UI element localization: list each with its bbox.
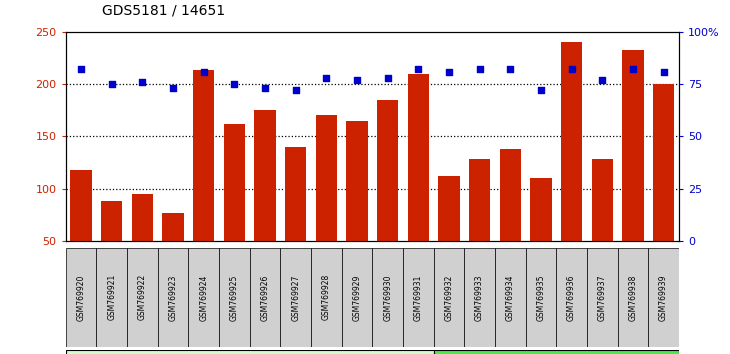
Point	[596, 77, 608, 83]
Point	[228, 81, 240, 87]
Point	[504, 67, 516, 72]
Bar	[499, 149, 521, 293]
FancyBboxPatch shape	[311, 248, 342, 347]
Point	[627, 67, 639, 72]
FancyBboxPatch shape	[280, 248, 311, 347]
Bar	[346, 121, 368, 293]
Point	[167, 85, 179, 91]
FancyBboxPatch shape	[556, 248, 587, 347]
Bar	[530, 178, 552, 293]
FancyBboxPatch shape	[250, 248, 280, 347]
Point	[535, 87, 547, 93]
Text: GDS5181 / 14651: GDS5181 / 14651	[102, 4, 226, 18]
Text: GSM769937: GSM769937	[598, 274, 607, 321]
Text: GSM769924: GSM769924	[199, 274, 208, 321]
Point	[290, 87, 301, 93]
Bar	[162, 212, 184, 293]
Point	[566, 67, 577, 72]
Text: GSM769926: GSM769926	[261, 274, 269, 321]
Bar	[561, 42, 583, 293]
FancyBboxPatch shape	[403, 248, 434, 347]
FancyBboxPatch shape	[526, 248, 556, 347]
FancyBboxPatch shape	[342, 248, 372, 347]
Text: GSM769922: GSM769922	[138, 274, 147, 320]
Point	[198, 69, 210, 74]
Bar	[66, 350, 434, 354]
FancyBboxPatch shape	[372, 248, 403, 347]
Point	[351, 77, 363, 83]
Text: GSM769939: GSM769939	[659, 274, 668, 321]
Point	[382, 75, 393, 81]
Bar	[377, 100, 399, 293]
Bar	[193, 70, 215, 293]
Bar	[285, 147, 307, 293]
FancyBboxPatch shape	[587, 248, 618, 347]
FancyBboxPatch shape	[434, 248, 464, 347]
Text: GSM769925: GSM769925	[230, 274, 239, 321]
FancyBboxPatch shape	[219, 248, 250, 347]
Bar	[469, 159, 491, 293]
Text: GSM769921: GSM769921	[107, 274, 116, 320]
Bar	[101, 201, 123, 293]
Point	[443, 69, 455, 74]
Bar	[434, 350, 679, 354]
FancyBboxPatch shape	[66, 248, 96, 347]
FancyBboxPatch shape	[648, 248, 679, 347]
Bar	[70, 170, 92, 293]
Text: GSM769938: GSM769938	[629, 274, 637, 321]
Bar	[315, 115, 337, 293]
FancyBboxPatch shape	[618, 248, 648, 347]
FancyBboxPatch shape	[188, 248, 219, 347]
Text: GSM769923: GSM769923	[169, 274, 177, 321]
Text: GSM769920: GSM769920	[77, 274, 85, 321]
Point	[259, 85, 271, 91]
Text: GSM769930: GSM769930	[383, 274, 392, 321]
Point	[320, 75, 332, 81]
FancyBboxPatch shape	[495, 248, 526, 347]
Point	[106, 81, 118, 87]
Text: GSM769931: GSM769931	[414, 274, 423, 321]
Text: GSM769934: GSM769934	[506, 274, 515, 321]
Text: GSM769932: GSM769932	[445, 274, 453, 321]
Point	[474, 67, 485, 72]
Bar	[407, 74, 429, 293]
Text: GSM769935: GSM769935	[537, 274, 545, 321]
Bar	[438, 176, 460, 293]
Text: GSM769928: GSM769928	[322, 274, 331, 320]
Text: GSM769929: GSM769929	[353, 274, 361, 321]
Bar	[591, 159, 613, 293]
Text: GSM769936: GSM769936	[567, 274, 576, 321]
Bar	[653, 84, 675, 293]
Point	[137, 79, 148, 85]
Bar	[254, 110, 276, 293]
Text: GSM769927: GSM769927	[291, 274, 300, 321]
Bar	[223, 124, 245, 293]
Text: GSM769933: GSM769933	[475, 274, 484, 321]
Bar	[131, 194, 153, 293]
FancyBboxPatch shape	[127, 248, 158, 347]
FancyBboxPatch shape	[464, 248, 495, 347]
Point	[412, 67, 424, 72]
Point	[75, 67, 87, 72]
FancyBboxPatch shape	[158, 248, 188, 347]
Bar	[622, 50, 644, 293]
Point	[658, 69, 669, 74]
FancyBboxPatch shape	[96, 248, 127, 347]
